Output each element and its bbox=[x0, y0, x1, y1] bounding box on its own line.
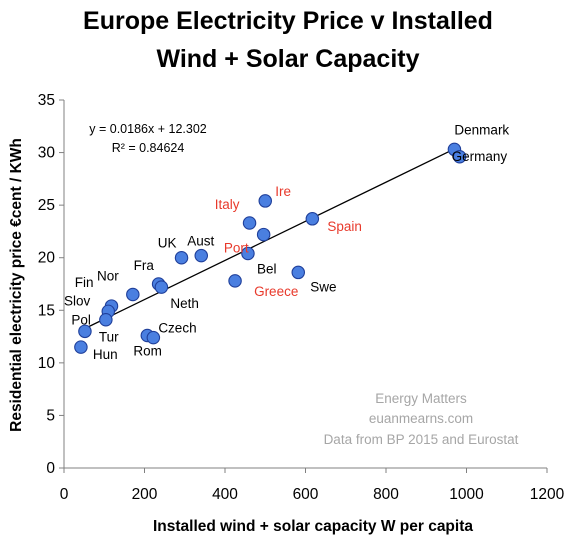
chart-title-line2: Wind + Solar Capacity bbox=[156, 45, 419, 73]
credit-line-2: euanmearns.com bbox=[369, 411, 473, 426]
point-label-rom: Rom bbox=[133, 344, 162, 359]
y-tick-label: 35 bbox=[38, 92, 55, 109]
point-label-uk: UK bbox=[158, 236, 177, 251]
point-label-tur: Tur bbox=[99, 329, 119, 344]
trendline-group bbox=[83, 147, 457, 330]
data-points bbox=[74, 142, 467, 354]
x-tick-label: 0 bbox=[60, 486, 69, 503]
point-label-czech: Czech bbox=[158, 321, 196, 336]
data-point-pol bbox=[99, 312, 113, 327]
data-point-germany bbox=[452, 150, 467, 164]
trendline bbox=[83, 147, 457, 330]
y-tick-label: 30 bbox=[38, 145, 56, 162]
y-axis-label: Residential electricity price €cent / KW… bbox=[8, 138, 25, 432]
point-label-spain: Spain bbox=[327, 219, 362, 234]
point-label-greece: Greece bbox=[254, 284, 298, 299]
point-label-bel: Bel bbox=[257, 262, 277, 277]
point-label-swe: Swe bbox=[310, 279, 336, 294]
x-axis-label: Installed wind + solar capacity W per ca… bbox=[153, 518, 473, 535]
point-label-fra: Fra bbox=[134, 258, 155, 273]
point-label-italy: Italy bbox=[215, 197, 240, 212]
y-tick-label: 15 bbox=[38, 302, 55, 319]
point-label-neth: Neth bbox=[170, 296, 199, 311]
axes: 0 5 10 15 20 25 30 35 0 200 400 600 800 1000 1200 bbox=[38, 92, 565, 503]
data-point-hun bbox=[74, 340, 88, 354]
data-point-nor bbox=[126, 287, 140, 302]
y-tick-label: 25 bbox=[38, 197, 55, 214]
data-point-ire bbox=[258, 194, 272, 208]
y-tick-label: 20 bbox=[38, 250, 56, 267]
x-tick-label: 600 bbox=[293, 486, 319, 503]
credit-line-3: Data from BP 2015 and Eurostat bbox=[324, 432, 519, 447]
data-point-spain bbox=[305, 212, 320, 226]
point-label-ire: Ire bbox=[275, 184, 291, 199]
point-label-slov: Slov bbox=[64, 293, 91, 308]
data-point-italy bbox=[242, 216, 257, 230]
y-tick-label: 0 bbox=[46, 460, 55, 477]
data-point-tur bbox=[78, 324, 92, 339]
point-labels: Denmark Germany Ire Italy Spain Port UK Aust Bel… bbox=[64, 122, 509, 362]
y-tick-label: 10 bbox=[38, 355, 56, 372]
data-point-aust bbox=[194, 248, 209, 263]
x-tick-label: 1200 bbox=[530, 486, 565, 503]
point-label-pol: Pol bbox=[71, 313, 91, 328]
x-tick-label: 400 bbox=[212, 486, 238, 503]
credit-line-1: Energy Matters bbox=[375, 391, 467, 406]
chart-title-line1: Europe Electricity Price v Installed bbox=[83, 7, 493, 35]
point-label-hun: Hun bbox=[93, 347, 118, 362]
data-point-greece bbox=[228, 274, 242, 288]
x-tick-label: 800 bbox=[373, 486, 399, 503]
point-label-fin: Fin bbox=[75, 275, 94, 290]
data-point-bel bbox=[241, 246, 255, 261]
trendline-equation: y = 0.0186x + 12.302 bbox=[89, 122, 207, 136]
point-label-germany: Germany bbox=[452, 149, 508, 164]
point-label-nor: Nor bbox=[97, 269, 119, 284]
y-tick-label: 5 bbox=[46, 407, 55, 424]
point-label-port: Port bbox=[224, 241, 249, 256]
data-point-uk bbox=[174, 250, 189, 265]
data-point-rom bbox=[146, 330, 161, 345]
x-tick-label: 1000 bbox=[449, 486, 484, 503]
data-point-swe bbox=[291, 265, 306, 280]
trendline-r-squared: R² = 0.84624 bbox=[112, 141, 185, 155]
data-point-port bbox=[256, 227, 271, 242]
point-label-denmark: Denmark bbox=[454, 122, 509, 137]
x-tick-label: 200 bbox=[132, 486, 158, 503]
data-point-neth bbox=[154, 280, 169, 294]
point-label-aust: Aust bbox=[187, 234, 214, 249]
